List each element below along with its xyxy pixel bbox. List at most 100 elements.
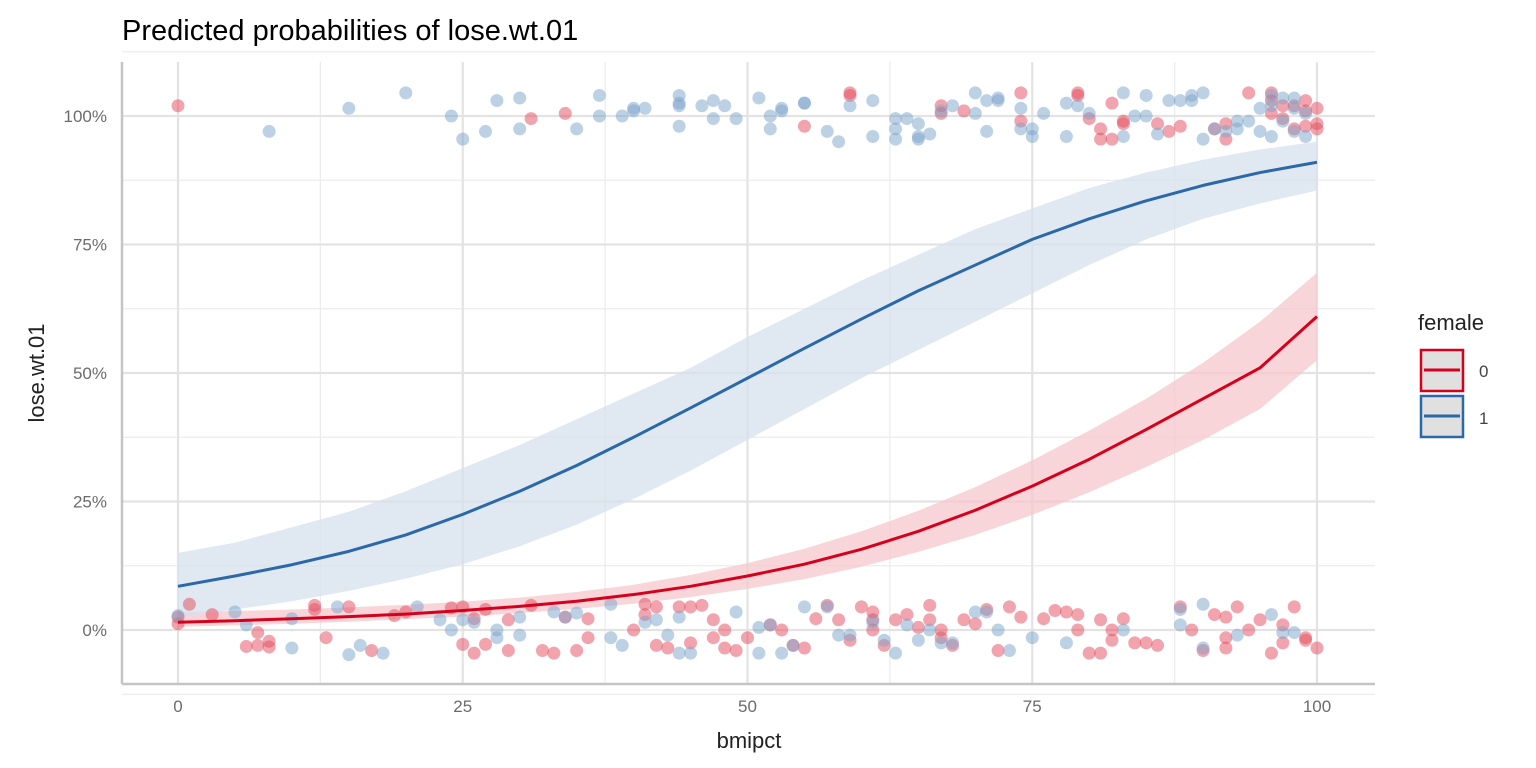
data-point-female-0 [706, 631, 720, 645]
data-point-female-0 [649, 600, 663, 614]
data-point-female-0 [1173, 119, 1187, 133]
data-point-female-0 [1151, 117, 1165, 131]
data-point-female-0 [1139, 636, 1153, 650]
data-point-female-1 [513, 610, 527, 624]
data-point-female-0 [581, 631, 595, 645]
data-point-female-0 [1116, 114, 1130, 128]
data-point-female-1 [706, 112, 720, 126]
data-point-female-0 [627, 623, 641, 637]
data-point-female-1 [672, 99, 686, 113]
data-point-female-1 [763, 122, 777, 136]
data-point-female-1 [615, 638, 629, 652]
data-point-female-0 [319, 631, 333, 645]
data-point-female-1 [1071, 99, 1085, 113]
data-point-female-1 [1230, 628, 1244, 642]
data-point-female-0 [1094, 646, 1108, 660]
data-point-female-0 [729, 644, 743, 658]
prediction-line-1 [177, 160, 1318, 588]
data-point-female-0 [1094, 132, 1108, 146]
data-point-female-1 [1196, 597, 1210, 611]
data-point-female-1 [911, 132, 925, 146]
data-point-female-1 [1025, 631, 1039, 645]
data-point-female-0 [1151, 638, 1165, 652]
data-point-female-1 [433, 613, 447, 627]
data-point-female-1 [889, 646, 903, 660]
data-point-female-0 [558, 106, 572, 120]
data-point-female-1 [444, 109, 458, 123]
data-point-female-1 [832, 135, 846, 149]
data-point-female-1 [832, 628, 846, 642]
data-point-female-1 [467, 615, 481, 629]
data-point-female-0 [991, 644, 1005, 658]
data-point-female-1 [672, 119, 686, 133]
data-point-female-1 [1299, 130, 1313, 144]
data-point-female-0 [1048, 603, 1062, 617]
data-point-female-1 [1264, 88, 1278, 102]
data-point-female-0 [957, 613, 971, 627]
data-point-female-0 [262, 640, 276, 654]
data-point-female-1 [980, 605, 994, 619]
data-point-female-0 [1002, 600, 1016, 614]
data-point-female-1 [797, 600, 811, 614]
data-point-female-0 [1037, 612, 1051, 626]
data-point-female-1 [911, 117, 925, 131]
data-point-female-0 [718, 623, 732, 637]
y-tick-label: 75% [73, 236, 107, 255]
data-point-female-0 [1253, 613, 1267, 627]
data-point-female-0 [1071, 608, 1085, 622]
data-point-female-1 [330, 600, 344, 614]
data-point-female-1 [661, 628, 675, 642]
data-point-female-0 [638, 597, 652, 611]
data-point-female-1 [843, 628, 857, 642]
data-point-female-1 [866, 94, 880, 108]
data-point-female-1 [866, 615, 880, 629]
data-point-female-0 [547, 646, 561, 660]
data-point-female-1 [991, 94, 1005, 108]
data-point-female-1 [592, 109, 606, 123]
data-point-female-0 [524, 112, 538, 126]
data-point-female-1 [946, 99, 960, 113]
data-point-female-0 [968, 617, 982, 631]
data-point-female-0 [1310, 101, 1324, 115]
data-point-female-1 [752, 646, 766, 660]
data-point-female-1 [775, 646, 789, 660]
data-point-female-0 [854, 600, 868, 614]
data-point-female-1 [376, 646, 390, 660]
data-point-female-1 [1116, 623, 1130, 637]
x-tick-label: 0 [173, 697, 182, 716]
data-point-female-0 [1014, 86, 1028, 100]
data-point-female-1 [490, 94, 504, 108]
data-point-female-1 [649, 613, 663, 627]
data-point-female-1 [1196, 641, 1210, 655]
data-point-female-0 [501, 613, 515, 627]
data-point-female-0 [718, 641, 732, 655]
prediction-lines [177, 160, 1319, 624]
data-point-female-0 [1128, 636, 1142, 650]
y-tick-labels: 0% 25% 50% 75% 100% [64, 107, 107, 640]
data-point-female-0 [1094, 613, 1108, 627]
chart-title: Predicted probabilities of lose.wt.01 [122, 15, 578, 47]
data-point-female-1 [1276, 91, 1290, 105]
data-point-female-0 [957, 104, 971, 118]
data-point-female-1 [262, 124, 276, 138]
data-point-female-1 [968, 86, 982, 100]
data-point-female-1 [706, 94, 720, 108]
data-point-female-0 [1219, 610, 1233, 624]
data-point-female-1 [1196, 86, 1210, 100]
data-point-female-1 [889, 112, 903, 126]
data-point-female-1 [752, 620, 766, 634]
data-point-female-0 [1299, 119, 1313, 133]
data-point-female-0 [695, 598, 709, 612]
data-point-female-0 [1014, 610, 1028, 624]
data-point-female-0 [911, 620, 925, 634]
data-point-female-1 [1116, 130, 1130, 144]
data-point-female-0 [479, 637, 493, 651]
data-point-female-0 [741, 631, 754, 645]
data-point-female-1 [729, 605, 743, 619]
data-point-female-1 [763, 618, 777, 632]
data-point-female-1 [1025, 122, 1039, 136]
data-point-female-0 [1299, 633, 1313, 647]
prediction-line-0 [177, 315, 1319, 624]
data-point-female-0 [308, 602, 322, 616]
